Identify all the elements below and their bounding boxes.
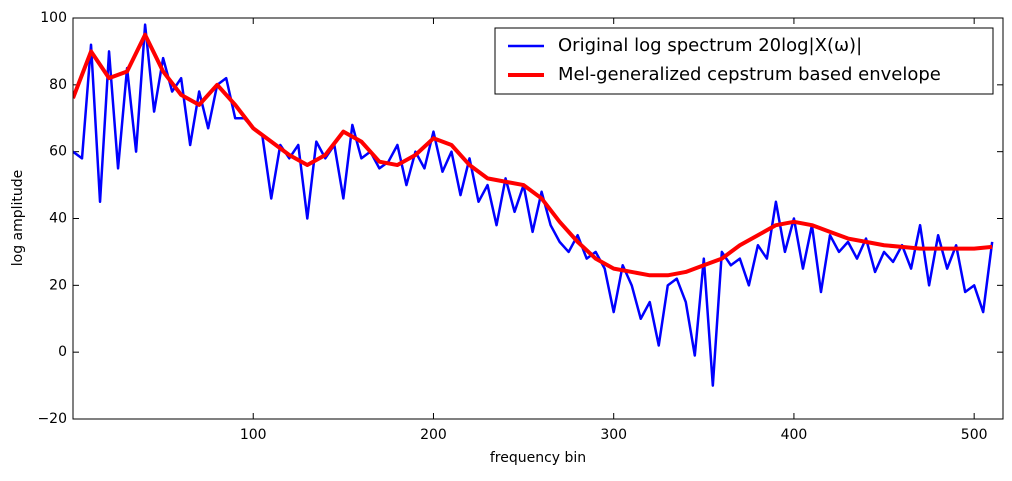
x-tick-label: 400 (781, 427, 808, 443)
y-tick-label: 100 (40, 10, 67, 26)
y-axis-label: log amplitude (10, 170, 26, 267)
series-line (73, 32, 993, 278)
plot-frame (72, 17, 1004, 420)
x-tick-label: 200 (420, 427, 447, 443)
y-tick-label: 0 (58, 344, 67, 360)
series-line (73, 23, 994, 387)
x-axis-label: frequency bin (490, 450, 586, 466)
x-tick-label: 100 (240, 427, 267, 443)
y-tick-label: 60 (49, 144, 67, 160)
x-tick-label: 500 (961, 427, 988, 443)
y-tick-label: 80 (49, 77, 67, 93)
y-tick-label: −20 (37, 411, 67, 427)
y-tick-label: 40 (49, 211, 67, 227)
y-tick-label: 20 (49, 277, 67, 293)
legend-label: Mel-generalized cepstrum based envelope (558, 64, 941, 85)
legend-box (494, 27, 994, 95)
legend-label: Original log spectrum 20log|X(ω)| (558, 35, 862, 56)
x-tick-label: 300 (600, 427, 627, 443)
